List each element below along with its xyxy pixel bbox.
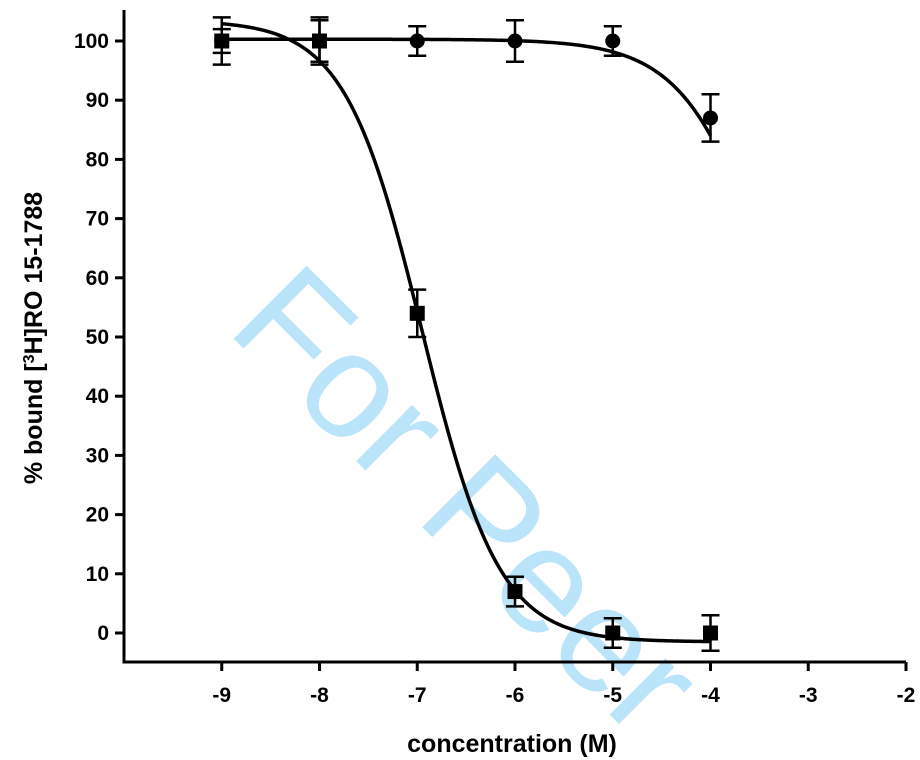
x-tick-label: -7: [408, 684, 427, 707]
data-marks: [212, 16, 720, 653]
x-tick-label: -5: [603, 684, 622, 707]
y-axis-title-suffix: H]RO 15-1788: [20, 192, 48, 355]
data-point-square: [605, 625, 621, 641]
y-tick-label: 30: [86, 444, 109, 467]
y-tick-label: 90: [86, 89, 109, 112]
x-axis-title: concentration (M): [407, 730, 617, 758]
fit-curve-1: [221, 37, 713, 137]
y-tick-label: 70: [86, 208, 109, 231]
fit-curve-0: [221, 21, 711, 644]
data-point-circle: [214, 33, 230, 49]
data-point-circle: [703, 110, 718, 126]
data-point-circle: [605, 33, 621, 49]
x-tick-label: -2: [897, 684, 916, 707]
y-tick-label: 20: [86, 504, 109, 527]
data-point-square: [409, 305, 425, 321]
x-tick-label: -6: [506, 684, 525, 707]
y-tick-label: 10: [86, 563, 109, 586]
data-point-square: [507, 584, 523, 600]
x-tick-label: -9: [212, 684, 231, 707]
axes: 0 10 20 30 40 50 60 70 80 90 100 -9 -8 -7 -6 -5 -4 -3 -2: [74, 10, 915, 707]
y-tick-label: 80: [86, 148, 109, 171]
y-tick-label: 40: [86, 385, 109, 408]
data-point-circle: [312, 33, 327, 49]
y-tick-label: 60: [86, 267, 109, 290]
y-axis-title-prefix: % bound [: [20, 363, 48, 484]
y-axis-title-sup: 3: [21, 354, 38, 363]
y-tick-label: 0: [97, 622, 109, 645]
data-point-circle: [409, 33, 425, 49]
data-point-circle: [507, 33, 523, 49]
y-tick-label: 50: [86, 326, 109, 349]
x-tick-label: -4: [701, 684, 720, 707]
y-tick-label: 100: [74, 30, 109, 53]
x-tick-label: -3: [799, 684, 818, 707]
data-point-square: [703, 625, 718, 641]
x-tick-label: -8: [310, 684, 329, 707]
fit-curves: [221, 21, 713, 644]
y-axis-title: % bound [3H]RO 15-1788: [20, 192, 48, 484]
